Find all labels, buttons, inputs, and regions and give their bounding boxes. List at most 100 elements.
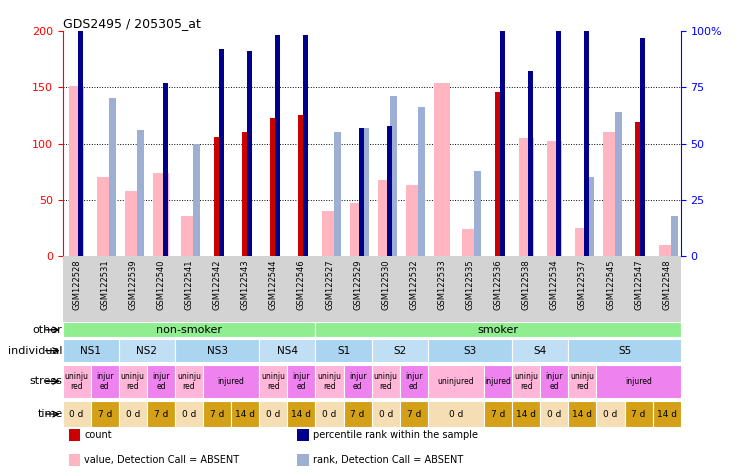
Text: 0 d: 0 d [322, 410, 336, 419]
Text: GSM122534: GSM122534 [550, 260, 559, 310]
Text: uninju
red: uninju red [514, 372, 538, 391]
Bar [181, 216, 197, 256]
FancyBboxPatch shape [428, 339, 512, 362]
Bar [615, 112, 622, 256]
FancyBboxPatch shape [568, 401, 596, 427]
FancyBboxPatch shape [372, 365, 400, 398]
FancyBboxPatch shape [344, 401, 372, 427]
Text: injur
ed: injur ed [96, 372, 113, 391]
Text: individual: individual [8, 346, 63, 356]
Text: uninju
red: uninju red [65, 372, 88, 391]
Bar [298, 115, 305, 256]
Bar [297, 428, 308, 441]
Bar [640, 37, 645, 256]
Text: 14 d: 14 d [657, 410, 676, 419]
Text: value, Detection Call = ABSENT: value, Detection Call = ABSENT [84, 455, 239, 465]
Text: injur
ed: injur ed [152, 372, 170, 391]
Text: NS4: NS4 [277, 346, 298, 356]
FancyBboxPatch shape [316, 322, 681, 337]
Text: other: other [33, 325, 63, 335]
Text: 0 d: 0 d [378, 410, 393, 419]
Bar [584, 28, 589, 256]
FancyBboxPatch shape [428, 401, 484, 427]
Text: injur
ed: injur ed [405, 372, 422, 391]
Text: GSM122545: GSM122545 [606, 260, 615, 310]
Text: GSM122533: GSM122533 [437, 260, 447, 310]
FancyBboxPatch shape [428, 365, 484, 398]
FancyBboxPatch shape [231, 401, 259, 427]
Bar [270, 118, 277, 256]
Text: uninju
red: uninju red [374, 372, 397, 391]
Text: uninju
red: uninju red [121, 372, 145, 391]
Text: 7 d: 7 d [407, 410, 421, 419]
Text: GSM122527: GSM122527 [325, 260, 334, 310]
Text: 7 d: 7 d [491, 410, 506, 419]
Text: GSM122529: GSM122529 [353, 260, 362, 310]
Text: 7 d: 7 d [98, 410, 112, 419]
Bar [303, 36, 308, 256]
FancyBboxPatch shape [372, 339, 428, 362]
Text: GSM122540: GSM122540 [157, 260, 166, 310]
Text: uninju
red: uninju red [317, 372, 342, 391]
FancyBboxPatch shape [118, 365, 147, 398]
FancyBboxPatch shape [259, 365, 287, 398]
Text: injured: injured [218, 377, 244, 386]
Text: GSM122543: GSM122543 [241, 260, 250, 310]
Text: stress: stress [29, 376, 63, 386]
Bar [194, 144, 200, 256]
Bar [322, 211, 337, 256]
FancyBboxPatch shape [653, 401, 681, 427]
Text: GDS2495 / 205305_at: GDS2495 / 205305_at [63, 17, 200, 30]
Text: injur
ed: injur ed [545, 372, 563, 391]
Text: 14 d: 14 d [573, 410, 592, 419]
Text: GSM122531: GSM122531 [100, 260, 109, 310]
FancyBboxPatch shape [568, 365, 596, 398]
Bar [418, 108, 425, 256]
FancyBboxPatch shape [512, 365, 540, 398]
Text: rank, Detection Call = ABSENT: rank, Detection Call = ABSENT [313, 455, 463, 465]
FancyBboxPatch shape [316, 339, 372, 362]
Text: GSM122546: GSM122546 [297, 260, 306, 310]
FancyBboxPatch shape [625, 401, 653, 427]
FancyBboxPatch shape [259, 401, 287, 427]
Bar [213, 137, 221, 256]
Bar [406, 185, 422, 256]
Bar [125, 191, 141, 256]
Bar [68, 428, 80, 441]
Bar [241, 132, 249, 256]
Bar [671, 216, 678, 256]
Bar [387, 126, 392, 256]
Bar [556, 26, 561, 256]
Text: uninju
red: uninju red [177, 372, 201, 391]
Text: 0 d: 0 d [126, 410, 140, 419]
Text: S3: S3 [464, 346, 477, 356]
Text: uninju
red: uninju red [570, 372, 595, 391]
Bar [247, 51, 252, 256]
Text: 0 d: 0 d [182, 410, 197, 419]
Text: uninju
red: uninju red [261, 372, 286, 391]
FancyBboxPatch shape [175, 401, 203, 427]
FancyBboxPatch shape [203, 365, 259, 398]
Bar [219, 49, 224, 256]
Bar [462, 229, 478, 256]
Bar [475, 171, 481, 256]
Text: injur
ed: injur ed [349, 372, 367, 391]
Text: S1: S1 [337, 346, 350, 356]
Bar [297, 454, 308, 466]
Text: 7 d: 7 d [631, 410, 645, 419]
FancyBboxPatch shape [400, 365, 428, 398]
FancyBboxPatch shape [259, 339, 316, 362]
FancyBboxPatch shape [484, 401, 512, 427]
Text: S5: S5 [618, 346, 631, 356]
Text: 7 d: 7 d [350, 410, 365, 419]
Bar [603, 132, 618, 256]
Text: time: time [38, 409, 63, 419]
Text: GSM122548: GSM122548 [662, 260, 671, 310]
FancyBboxPatch shape [63, 401, 91, 427]
Bar [362, 128, 369, 256]
FancyBboxPatch shape [596, 365, 681, 398]
Text: injur
ed: injur ed [293, 372, 310, 391]
Text: non-smoker: non-smoker [156, 325, 222, 335]
Text: GSM122536: GSM122536 [494, 260, 503, 310]
Text: GSM122544: GSM122544 [269, 260, 277, 310]
